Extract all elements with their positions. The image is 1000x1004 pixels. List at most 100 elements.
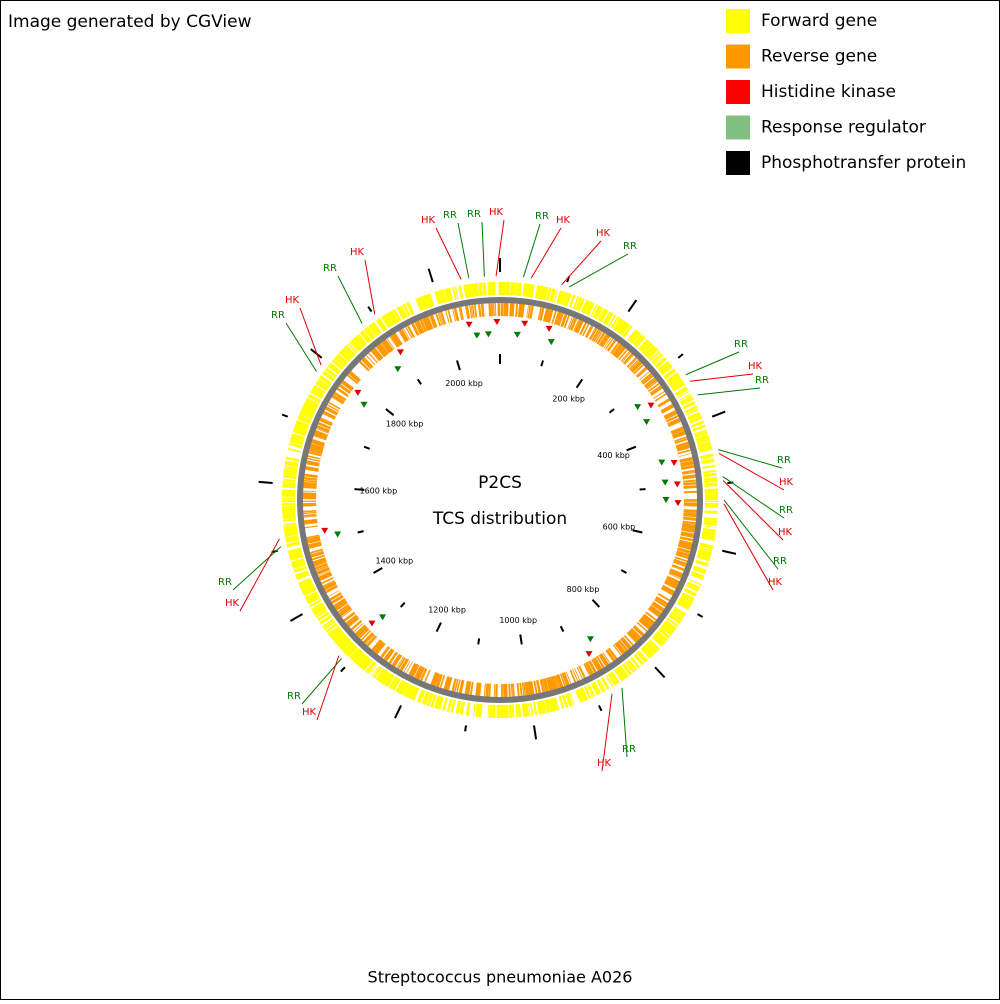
- forward-gene: [488, 282, 489, 295]
- forward-gene: [491, 282, 492, 295]
- map-title: P2CS: [478, 473, 522, 493]
- forward-gene: [519, 704, 520, 717]
- forward-gene: [508, 282, 509, 295]
- legend-swatch: [726, 9, 750, 33]
- reverse-gene: [303, 487, 316, 488]
- forward-gene: [490, 705, 491, 718]
- forward-gene: [511, 282, 512, 295]
- tick-label: 1200 kbp: [428, 605, 466, 614]
- forward-gene: [705, 512, 718, 513]
- callout-label: HK: [350, 247, 365, 258]
- forward-gene: [516, 283, 517, 296]
- callout-label: RR: [535, 211, 549, 222]
- legend-swatch: [726, 45, 750, 69]
- reverse-gene: [683, 480, 696, 481]
- tick-label: 1400 kbp: [375, 557, 413, 566]
- callout-label: HK: [596, 228, 611, 239]
- forward-gene: [704, 522, 717, 523]
- callout-label: RR: [271, 310, 285, 321]
- tick-label: 1000 kbp: [499, 616, 537, 625]
- reverse-gene: [511, 303, 512, 316]
- reverse-gene: [683, 483, 696, 484]
- reverse-gene: [489, 684, 490, 697]
- reverse-gene: [482, 304, 483, 317]
- tick-label: 400 kbp: [597, 451, 630, 460]
- callout-label: RR: [622, 744, 636, 755]
- callout-label: RR: [218, 577, 232, 588]
- reverse-gene: [304, 515, 317, 516]
- forward-gene: [282, 486, 295, 487]
- forward-gene: [509, 282, 510, 295]
- legend-swatch: [726, 116, 750, 140]
- legend-label: Phosphotransfer protein: [761, 153, 966, 173]
- inner-tick: [478, 638, 479, 644]
- callout-label: HK: [556, 215, 571, 226]
- callout-label: HK: [421, 215, 436, 226]
- callout-label: RR: [443, 210, 457, 221]
- inner-tick: [358, 531, 364, 532]
- forward-gene: [283, 515, 296, 516]
- legend-swatch: [726, 151, 750, 175]
- callout-label: RR: [323, 263, 337, 274]
- tick-label: 200 kbp: [552, 395, 585, 404]
- reverse-gene: [303, 512, 316, 513]
- forward-gene: [516, 704, 517, 717]
- forward-gene: [283, 483, 296, 484]
- organism: Streptococcus pneumoniae A026: [368, 968, 633, 987]
- forward-gene: [283, 476, 296, 477]
- reverse-gene: [303, 491, 316, 492]
- legend-swatch: [726, 80, 750, 104]
- forward-gene: [512, 705, 513, 718]
- reverse-gene: [516, 304, 517, 317]
- reverse-gene: [683, 522, 696, 524]
- forward-gene: [524, 704, 526, 717]
- legend-label: Forward gene: [761, 11, 877, 31]
- callout-label: HK: [597, 758, 612, 769]
- reverse-gene: [513, 684, 514, 697]
- legend-label: Response regulator: [761, 118, 926, 138]
- forward-gene: [484, 283, 485, 296]
- callout-label: HK: [768, 577, 783, 588]
- outer-tick: [465, 725, 466, 731]
- reverse-gene: [522, 304, 524, 317]
- callout-label: RR: [623, 241, 637, 252]
- callout-label: RR: [755, 375, 769, 386]
- legend-label: Reverse gene: [761, 47, 877, 67]
- callout-label: RR: [779, 505, 793, 516]
- callout-label: HK: [489, 207, 504, 218]
- callout-label: RR: [467, 209, 481, 220]
- forward-gene: [510, 705, 511, 718]
- legend-label: Histidine kinase: [761, 82, 896, 102]
- callout-label: RR: [777, 455, 791, 466]
- reverse-gene: [490, 303, 491, 316]
- tick-label: 800 kbp: [567, 585, 600, 594]
- callout-label: HK: [779, 477, 794, 488]
- forward-gene: [282, 491, 295, 492]
- callout-label: RR: [773, 556, 787, 567]
- callout-label: RR: [734, 339, 748, 350]
- map-subtitle: TCS distribution: [432, 509, 567, 529]
- callout-label: HK: [302, 707, 317, 718]
- outer-tick: [259, 482, 273, 483]
- callout-label: HK: [285, 295, 300, 306]
- forward-gene: [512, 282, 513, 295]
- reverse-gene: [492, 303, 493, 316]
- tick-label: 1800 kbp: [386, 419, 424, 428]
- reverse-gene: [486, 684, 487, 697]
- tick-label: 2000 kbp: [445, 379, 483, 388]
- reverse-gene: [479, 304, 480, 317]
- forward-gene: [705, 490, 718, 491]
- reverse-gene: [684, 486, 697, 487]
- reverse-gene: [303, 511, 316, 512]
- callout-label: RR: [287, 691, 301, 702]
- credit: Image generated by CGView: [8, 12, 252, 32]
- callout-label: HK: [778, 527, 793, 538]
- forward-gene: [478, 704, 479, 717]
- forward-gene: [704, 481, 717, 482]
- tick-label: 1600 kbp: [359, 486, 397, 495]
- callout-label: HK: [748, 361, 763, 372]
- tick-label: 600 kbp: [603, 523, 636, 532]
- reverse-gene: [509, 684, 510, 697]
